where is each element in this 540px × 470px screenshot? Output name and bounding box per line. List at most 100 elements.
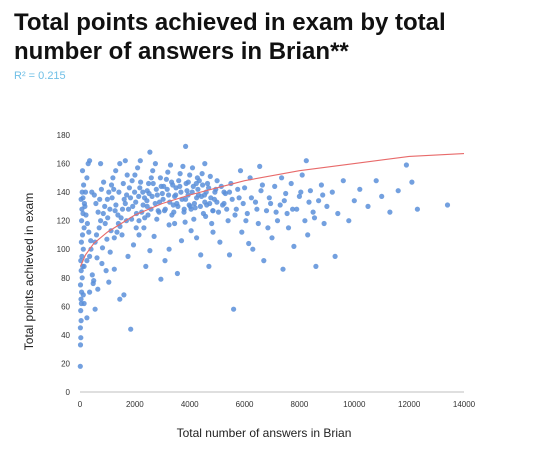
data-point (106, 189, 112, 195)
data-point (92, 306, 98, 312)
data-point (166, 246, 172, 252)
data-point (252, 199, 259, 205)
data-point (403, 162, 409, 168)
data-point (273, 209, 279, 215)
x-tick-label: 8000 (291, 400, 309, 409)
data-point (142, 215, 148, 221)
data-point (199, 171, 205, 177)
y-tick-label: 140 (57, 188, 71, 197)
y-tick-label: 120 (57, 217, 71, 226)
data-point (414, 206, 420, 212)
data-point (236, 195, 242, 201)
data-point (395, 188, 401, 194)
y-tick-label: 180 (57, 131, 71, 140)
data-point (294, 206, 300, 212)
data-point (153, 186, 159, 192)
data-point (224, 206, 230, 212)
data-point (202, 161, 208, 167)
data-point (157, 175, 163, 181)
data-point (357, 186, 363, 192)
data-point (130, 203, 136, 209)
data-point (78, 268, 84, 274)
data-point (191, 200, 197, 207)
data-point (266, 195, 272, 201)
data-point (173, 192, 179, 198)
data-point (95, 209, 101, 215)
data-point (183, 196, 189, 202)
data-point (84, 220, 90, 227)
data-point (329, 189, 335, 195)
data-point (136, 232, 142, 238)
data-point (316, 198, 322, 204)
data-point (111, 186, 117, 192)
data-point (225, 218, 231, 224)
data-point (193, 180, 199, 187)
data-point (81, 263, 87, 269)
data-point (175, 203, 181, 209)
data-point (156, 209, 162, 215)
data-point (87, 289, 93, 295)
data-point (110, 175, 116, 181)
data-point (99, 260, 105, 267)
data-point (143, 263, 149, 269)
data-point (307, 188, 313, 194)
data-point (277, 202, 283, 208)
data-point (81, 200, 87, 207)
data-point (221, 200, 227, 207)
data-point (93, 200, 99, 207)
data-point (177, 171, 183, 177)
data-point (194, 175, 200, 181)
data-point (78, 308, 84, 314)
data-point (132, 189, 138, 195)
data-point (197, 203, 203, 209)
data-point (214, 199, 220, 205)
data-point (263, 208, 270, 214)
data-point (83, 212, 89, 218)
data-point (77, 342, 84, 348)
data-point (332, 253, 338, 259)
x-axis-ticks: 0 2000 4000 6000 8000 10000 12000 14000 (78, 400, 476, 409)
data-point (91, 192, 97, 198)
data-point (188, 228, 194, 234)
data-point (212, 189, 218, 195)
data-point (111, 235, 117, 241)
data-point (306, 199, 312, 205)
data-point (77, 363, 83, 369)
data-point (321, 220, 327, 227)
data-point (313, 263, 319, 269)
data-point (240, 200, 246, 207)
data-point (103, 268, 109, 274)
data-point (99, 245, 106, 251)
data-point (310, 209, 316, 215)
data-point (84, 258, 90, 264)
data-point (166, 222, 172, 228)
data-point (106, 279, 112, 285)
data-point (114, 229, 120, 235)
x-axis-title: Total number of answers in Brian (177, 426, 352, 440)
data-point (305, 232, 311, 238)
data-point (79, 275, 85, 281)
data-point (302, 218, 308, 224)
data-point (144, 203, 150, 209)
data-point (259, 182, 265, 188)
data-point (351, 198, 357, 204)
data-point (113, 202, 119, 208)
data-point (274, 218, 281, 224)
data-point (115, 212, 121, 218)
data-point (77, 282, 84, 288)
data-point (189, 165, 196, 171)
data-point (136, 218, 142, 224)
x-tick-label: 12000 (398, 400, 421, 409)
y-tick-label: 20 (61, 359, 70, 368)
data-point (111, 266, 117, 272)
data-point (279, 175, 285, 181)
data-point (81, 300, 87, 307)
data-point (200, 182, 206, 188)
data-point (160, 196, 166, 202)
data-point (137, 158, 143, 164)
y-axis-ticks: 0 20 40 60 80 100 120 140 160 180 (57, 131, 71, 397)
data-point (409, 179, 415, 185)
data-point (94, 255, 100, 261)
data-point (257, 163, 263, 169)
data-point (254, 206, 260, 212)
